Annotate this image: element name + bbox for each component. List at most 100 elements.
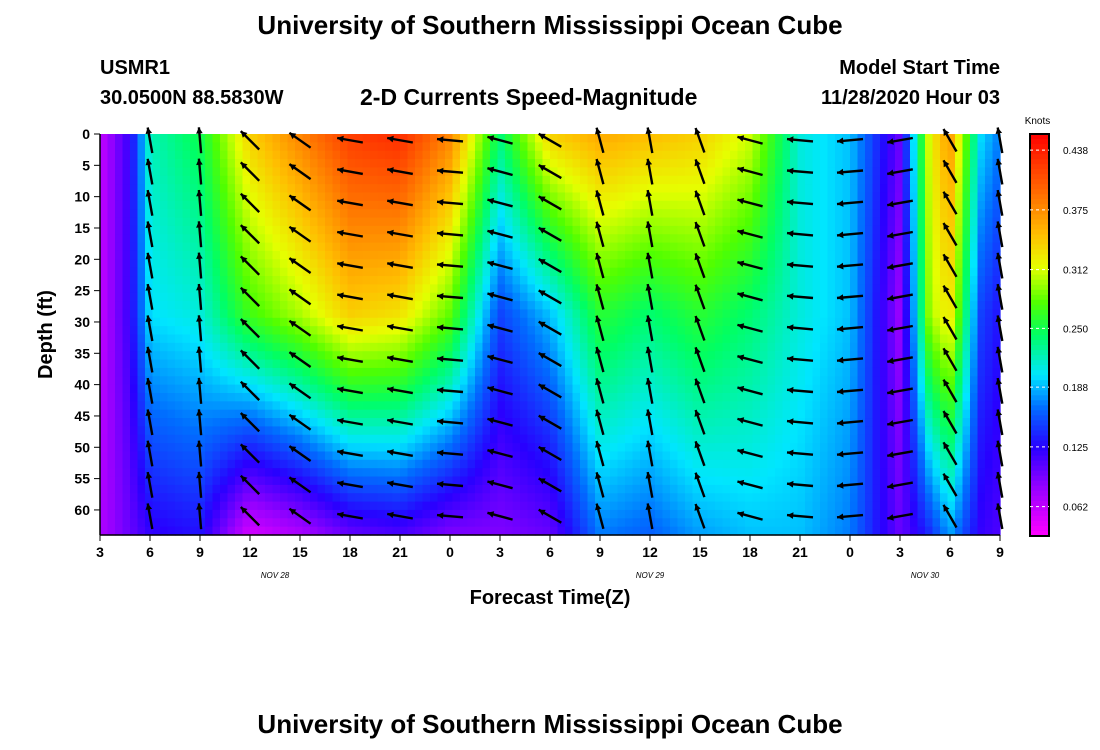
heatmap-cell	[167, 267, 176, 277]
heatmap-cell	[167, 476, 176, 486]
heatmap-cell	[587, 443, 596, 453]
heatmap-cell	[452, 401, 461, 411]
heatmap-cell	[670, 401, 679, 411]
heatmap-cell	[662, 401, 671, 411]
heatmap-cell	[512, 234, 521, 244]
heatmap-cell	[872, 317, 881, 327]
heatmap-cell	[400, 276, 409, 285]
heatmap-cell	[400, 426, 409, 436]
heatmap-cell	[197, 134, 206, 143]
heatmap-cell	[280, 476, 289, 486]
heatmap-cell	[617, 376, 626, 386]
heatmap-cell	[295, 367, 304, 377]
heatmap-cell	[295, 284, 304, 294]
heatmap-cell	[655, 384, 664, 394]
heatmap-cell	[760, 518, 769, 528]
heatmap-cell	[407, 367, 416, 377]
heatmap-cell	[370, 159, 379, 169]
heatmap-cell	[460, 351, 469, 361]
heatmap-cell	[512, 526, 521, 536]
heatmap-cell	[722, 284, 731, 294]
heatmap-cell	[460, 526, 469, 536]
heatmap-cell	[707, 459, 716, 469]
heatmap-cell	[767, 167, 776, 177]
heatmap-cell	[595, 200, 604, 210]
heatmap-cell	[865, 443, 874, 453]
heatmap-cell	[415, 443, 424, 453]
heatmap-cell	[340, 501, 349, 511]
heatmap-cell	[325, 301, 334, 311]
heatmap-cell	[167, 392, 176, 402]
heatmap-cell	[257, 200, 266, 210]
heatmap-cell	[167, 501, 176, 511]
heatmap-cell	[332, 267, 341, 277]
heatmap-cell	[407, 484, 416, 494]
heatmap-cell	[745, 376, 754, 386]
heatmap-cell	[475, 367, 484, 377]
heatmap-cell	[242, 184, 251, 194]
heatmap-cell	[685, 451, 694, 461]
heatmap-cell	[625, 443, 634, 453]
heatmap-cell	[265, 276, 274, 285]
heatmap-cell	[685, 192, 694, 202]
heatmap-cell	[850, 184, 859, 194]
heatmap-cell	[857, 309, 866, 319]
heatmap-cell	[385, 501, 394, 511]
heatmap-cell	[152, 250, 161, 260]
heatmap-cell	[662, 250, 671, 260]
heatmap-cell	[550, 376, 559, 386]
heatmap-cell	[677, 259, 686, 269]
heatmap-cell	[490, 250, 499, 260]
heatmap-cell	[797, 200, 806, 210]
heatmap-cell	[317, 167, 326, 177]
heatmap-cell	[190, 484, 199, 494]
heatmap-cell	[482, 468, 491, 478]
heatmap-cell	[160, 359, 169, 369]
heatmap-cell	[182, 217, 191, 227]
heatmap-cell	[482, 392, 491, 402]
heatmap-cell	[152, 167, 161, 177]
heatmap-cell	[550, 459, 559, 469]
heatmap-cell	[197, 217, 206, 227]
heatmap-cell	[347, 443, 356, 453]
heatmap-cell	[437, 267, 446, 277]
heatmap-cell	[467, 401, 476, 411]
heatmap-cell	[535, 326, 544, 336]
heatmap-cell	[445, 217, 454, 227]
heatmap-cell	[152, 426, 161, 436]
heatmap-cell	[872, 326, 881, 336]
heatmap-cell	[557, 292, 566, 302]
heatmap-cell	[460, 376, 469, 386]
heatmap-cell	[392, 301, 401, 311]
heatmap-cell	[212, 192, 221, 202]
heatmap-cell	[527, 259, 536, 269]
heatmap-cell	[565, 443, 574, 453]
heatmap-cell	[205, 250, 214, 260]
heatmap-cell	[797, 384, 806, 394]
heatmap-cell	[227, 334, 236, 344]
heatmap-cell	[790, 451, 799, 461]
heatmap-cell	[835, 493, 844, 503]
heatmap-cell	[790, 359, 799, 369]
heatmap-cell	[445, 459, 454, 469]
heatmap-cell	[160, 459, 169, 469]
heatmap-cell	[302, 401, 311, 411]
heatmap-cell	[730, 501, 739, 511]
heatmap-cell	[602, 250, 611, 260]
heatmap-cell	[295, 518, 304, 528]
heatmap-cell	[205, 317, 214, 327]
heatmap-cell	[220, 309, 229, 319]
heatmap-cell	[640, 317, 649, 327]
heatmap-cell	[160, 209, 169, 219]
heatmap-cell	[175, 434, 184, 444]
heatmap-cell	[280, 267, 289, 277]
heatmap-cell	[595, 392, 604, 402]
heatmap-cell	[497, 476, 506, 486]
heatmap-cell	[767, 284, 776, 294]
heatmap-cell	[722, 267, 731, 277]
heatmap-cell	[145, 142, 154, 152]
heatmap-cell	[512, 451, 521, 461]
heatmap-cell	[392, 376, 401, 386]
heatmap-cell	[550, 150, 559, 160]
heatmap-cell	[790, 209, 799, 219]
